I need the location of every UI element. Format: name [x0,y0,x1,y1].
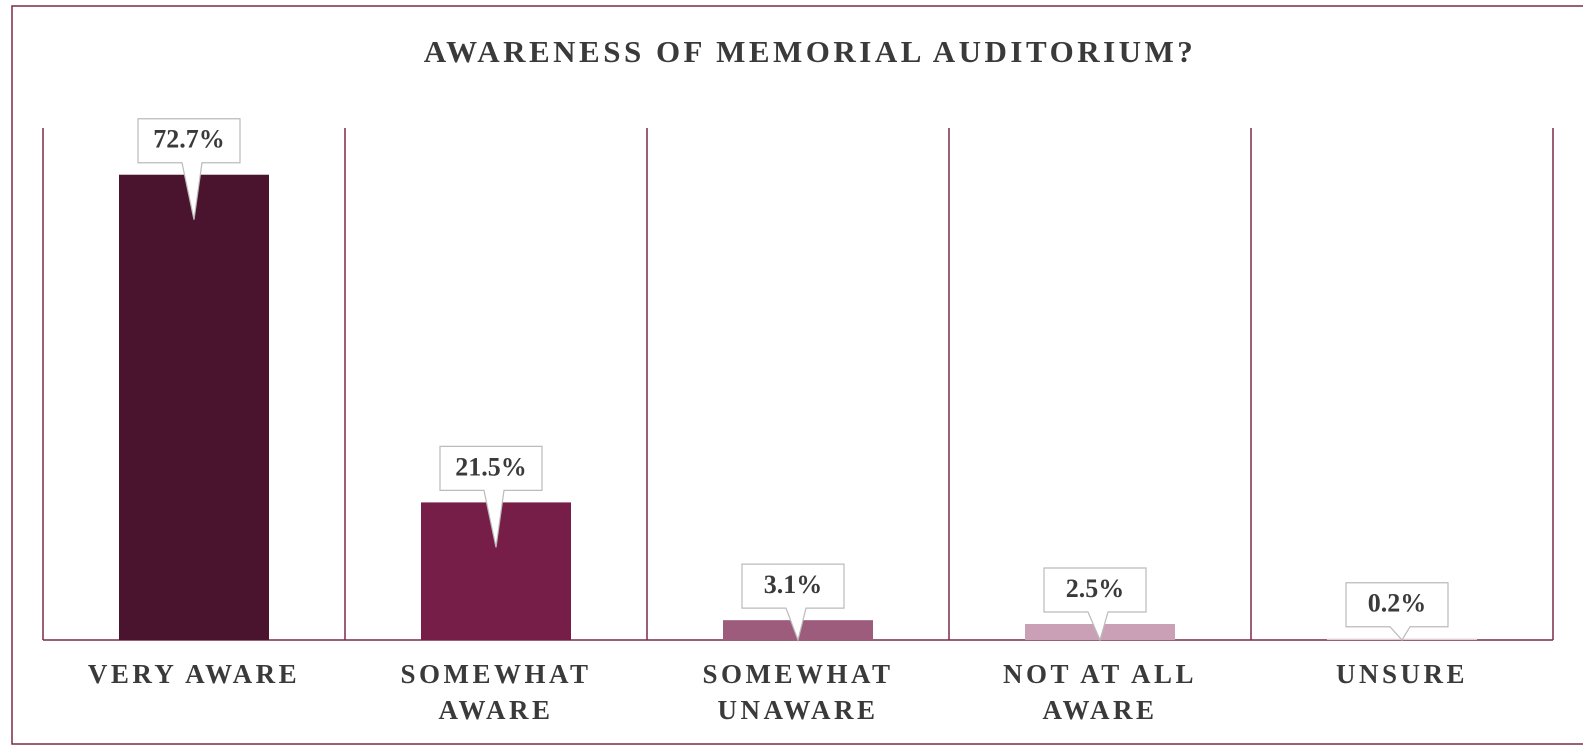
x-tick-label: SOMEWHAT UNAWARE [702,659,894,725]
callout [741,563,845,643]
data-label: 21.5% [455,452,527,481]
data-label: 72.7% [153,125,225,154]
data-label: 3.1% [764,570,823,599]
callout [1043,567,1147,642]
x-tick-label: VERY AWARE [87,659,301,689]
data-label: 2.5% [1066,574,1125,603]
frame [11,5,1583,745]
callout [1345,582,1449,642]
callout [137,118,241,220]
data-label: 0.2% [1368,589,1427,618]
chart-title: AWARENESS OF MEMORIAL AUDITORIUM? [424,34,1197,69]
x-tick-label: NOT AT ALL AWARE [1002,659,1198,725]
bar [119,174,269,640]
x-tick-label: SOMEWHAT AWARE [400,659,592,725]
callout [439,445,543,548]
x-tick-label: UNSURE [1335,659,1469,689]
